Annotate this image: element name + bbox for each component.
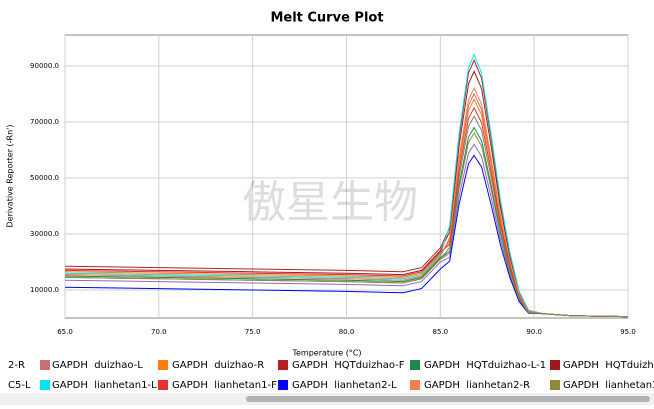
plot: 65.0 70.0 75.0 80.0 85.0 90.0 95.0 10000.0 30000… — [30, 35, 636, 336]
legend-label: GAPDH lianhetan1-L — [52, 380, 157, 391]
legend-label: GAPDH lianhetan2-L — [292, 380, 397, 391]
legend-swatch — [278, 380, 288, 390]
scrollbar-thumb[interactable] — [246, 396, 650, 402]
x-tick-label: 85.0 — [433, 328, 449, 336]
legend-swatch — [410, 360, 420, 370]
legend-label: C5-L — [8, 380, 31, 391]
legend-swatch — [278, 360, 288, 370]
x-tick-label: 80.0 — [339, 328, 355, 336]
x-tick-label: 90.0 — [526, 328, 542, 336]
series-line — [64, 132, 629, 318]
legend-label: GAPDH lianhetan1-F — [172, 380, 277, 391]
legend-swatch — [40, 360, 50, 370]
series-line — [64, 53, 629, 318]
x-axis-label: Temperature (°C) — [291, 349, 361, 358]
legend-swatch — [550, 360, 560, 370]
legend-label: GAPDH duizhao-L — [52, 360, 143, 371]
x-tick-label: 95.0 — [620, 328, 636, 336]
x-tick-label: 65.0 — [57, 328, 73, 336]
y-tick-label: 50000.0 — [30, 174, 59, 182]
y-tick-label: 10000.0 — [30, 286, 59, 294]
legend-swatch — [158, 360, 168, 370]
legend-label: 2-R — [8, 360, 25, 371]
x-tick-label: 75.0 — [245, 328, 261, 336]
legend-swatch — [158, 380, 168, 390]
legend-swatch — [410, 380, 420, 390]
legend-label: GAPDH lianhetan3 — [563, 380, 654, 391]
y-tick-label: 30000.0 — [30, 230, 59, 238]
legend: 2-R GAPDH duizhao-L GAPDH duizhao-R GAPDH H… — [8, 360, 654, 391]
legend-label: GAPDH HQTduizhao-F — [292, 360, 405, 371]
chart-title: Melt Curve Plot — [270, 11, 383, 26]
legend-label: GAPDH HQTduizh — [563, 360, 654, 371]
legend-label: GAPDH lianhetan2-R — [424, 380, 530, 391]
y-axis-label: Derivative Reporter (-Rn') — [6, 124, 15, 227]
legend-label: GAPDH duizhao-R — [172, 360, 264, 371]
series-line — [64, 87, 629, 318]
series-line — [64, 154, 629, 318]
legend-swatch — [40, 380, 50, 390]
y-tick-label: 90000.0 — [30, 62, 59, 70]
y-tick-label: 70000.0 — [30, 118, 59, 126]
legend-swatch — [550, 380, 560, 390]
watermark: 傲星生物 — [242, 177, 418, 228]
x-tick-label: 70.0 — [151, 328, 167, 336]
legend-label: GAPDH HQTduizhao-L-1 — [424, 360, 546, 371]
